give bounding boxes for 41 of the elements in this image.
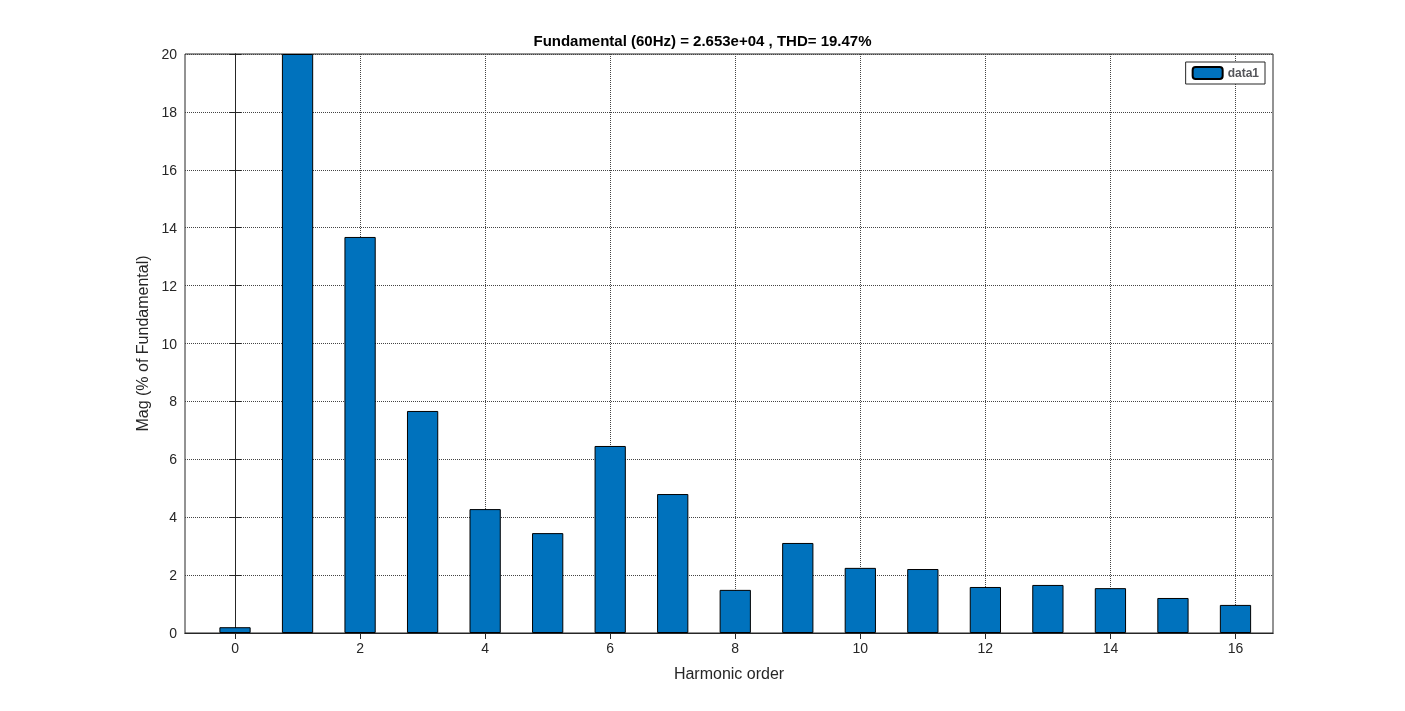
bar (406, 410, 439, 633)
x-tick-label: 6 (606, 640, 615, 656)
bar (532, 533, 564, 633)
y-tick-label: 8 (169, 393, 178, 410)
bar (657, 494, 689, 633)
legend-label: data1 (1227, 66, 1260, 80)
bar (844, 567, 876, 633)
bar (219, 627, 251, 633)
bar (969, 586, 1001, 633)
y-tick-label: 2 (169, 567, 178, 584)
x-axis-title: Harmonic order (673, 664, 785, 682)
bar (469, 509, 501, 633)
y-tick-label: 12 (161, 277, 178, 294)
y-tick-label: 14 (161, 219, 178, 236)
y-tick-label: 0 (169, 625, 178, 641)
x-tick-label: 12 (977, 640, 994, 656)
y-tick-label: 20 (161, 46, 178, 62)
bar (907, 569, 939, 633)
x-tick-label: 14 (1102, 640, 1119, 656)
bar (344, 236, 376, 633)
bar (1219, 604, 1252, 633)
x-tick-label: 10 (852, 640, 869, 656)
x-tick-label: 4 (481, 640, 490, 656)
bar (1157, 597, 1189, 633)
y-tick-label: 18 (161, 103, 178, 120)
x-tick-label: 8 (731, 640, 740, 656)
bar (719, 589, 751, 633)
y-tick-label: 4 (169, 509, 178, 526)
bar (281, 54, 314, 633)
bar (594, 445, 626, 633)
y-tick-label: 16 (161, 161, 178, 178)
chart-title: Fundamental (60Hz) = 2.653e+04 , THD= 19.47% (533, 32, 872, 49)
y-tick-label: 6 (169, 451, 178, 468)
bar (1094, 588, 1127, 633)
x-tick-label: 2 (356, 640, 365, 656)
x-tick-label: 16 (1227, 640, 1244, 656)
y-tick-label: 10 (161, 335, 178, 352)
bar (1032, 584, 1064, 633)
x-tick-label: 0 (231, 640, 240, 656)
bar (782, 542, 814, 633)
y-axis-title: Mag (% of Fundamental) (134, 255, 152, 432)
